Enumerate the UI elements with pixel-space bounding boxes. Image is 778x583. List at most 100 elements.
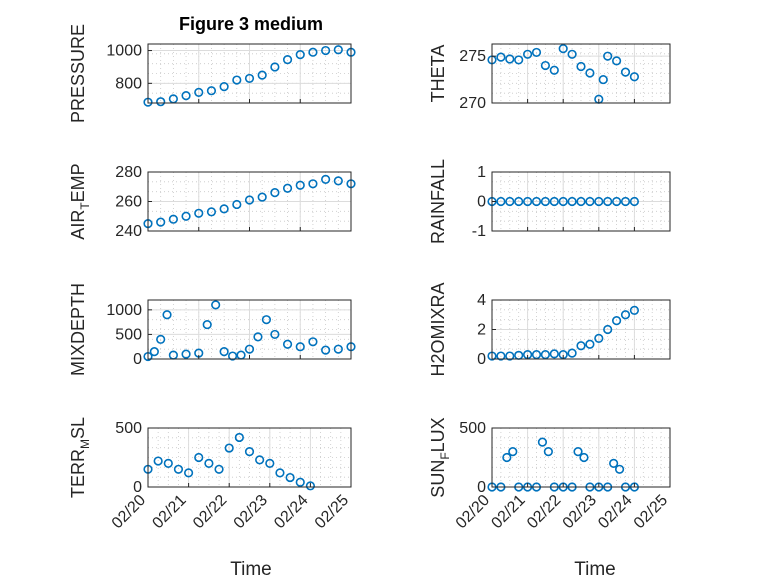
data-point	[496, 196, 506, 207]
data-point	[576, 341, 586, 351]
data-point	[522, 196, 533, 207]
y-tick-label: 1000	[106, 302, 142, 319]
data-point	[614, 464, 625, 474]
data-point	[505, 54, 515, 64]
data-point	[211, 300, 221, 310]
data-point	[156, 217, 166, 227]
data-point	[598, 74, 608, 85]
data-point	[573, 447, 583, 457]
data-point	[265, 458, 275, 469]
y-tick-label: 240	[115, 223, 142, 240]
data-point	[540, 196, 551, 207]
data-point	[153, 456, 163, 466]
data-point	[620, 196, 631, 207]
data-point	[537, 437, 548, 447]
y-axis-label-main: PRESSURE	[68, 24, 88, 123]
y-tick-label: 260	[115, 194, 142, 211]
data-point	[282, 339, 293, 349]
y-axis-label-main: TERR	[68, 449, 88, 498]
data-point	[244, 447, 255, 457]
data-point	[508, 447, 518, 457]
data-point	[594, 333, 604, 343]
data-point	[219, 347, 229, 357]
y-tick-label: 270	[459, 95, 486, 112]
data-point	[295, 180, 305, 190]
y-axis-label: PRESSURE	[68, 24, 88, 123]
data-point	[232, 75, 242, 85]
data-point	[333, 344, 343, 354]
data-point	[227, 351, 238, 361]
data-point	[540, 349, 551, 360]
axes-frame	[147, 427, 352, 488]
data-point	[321, 345, 331, 355]
y-tick-label: 500	[115, 326, 142, 343]
data-point	[244, 344, 255, 354]
x-tick-label: 02/23	[231, 492, 271, 532]
y-axis-label: AIRTEMP	[68, 163, 92, 239]
data-point	[321, 45, 331, 56]
y-tick-label: 0	[477, 479, 486, 496]
axes-background	[147, 427, 352, 488]
axes-frame	[491, 43, 671, 104]
data-point	[576, 196, 586, 207]
data-point	[202, 319, 212, 330]
x-tick-label: 02/22	[524, 492, 564, 532]
x-tick-label: 02/23	[560, 492, 600, 532]
y-axis-label-main: SUN	[428, 460, 448, 498]
data-point	[585, 68, 595, 78]
y-tick-label: 2	[477, 322, 486, 339]
data-point	[194, 452, 204, 463]
data-point	[629, 196, 640, 207]
y-axis-label-main: AIR	[68, 210, 88, 240]
y-tick-label: 1	[477, 164, 486, 181]
data-point	[163, 458, 173, 469]
data-point	[214, 464, 224, 474]
data-point	[543, 447, 553, 457]
subplot-terr-msl: 0 500 02/20 02/21 02/22 02/23 02/24 02/25 TERRMS…	[68, 417, 352, 532]
data-point	[308, 337, 318, 347]
data-point	[181, 91, 191, 101]
data-point	[234, 432, 244, 443]
y-axis-label: TERRMSL	[68, 417, 92, 498]
data-point	[204, 458, 214, 469]
data-point	[156, 334, 166, 344]
data-point	[333, 45, 343, 55]
y-tick-label: 4	[477, 292, 486, 309]
y-axis-label-main: MIXDEPTH	[68, 283, 88, 376]
data-point	[305, 481, 316, 491]
data-point	[253, 332, 263, 342]
y-tick-label: 280	[115, 164, 142, 181]
data-point	[603, 324, 613, 335]
figure-title: Figure 3 medium	[179, 14, 323, 34]
data-point	[629, 72, 640, 82]
data-point	[219, 204, 229, 214]
data-point	[206, 86, 217, 96]
data-point	[496, 52, 506, 62]
y-axis-label-rest: SL	[68, 417, 88, 439]
data-point	[232, 199, 242, 210]
data-point	[585, 196, 595, 207]
x-tick-label: 02/22	[190, 492, 230, 532]
data-point	[505, 351, 515, 361]
y-axis-label: SUNFLUX	[428, 417, 452, 497]
y-axis-label-main: RAINFALL	[428, 159, 448, 244]
data-point	[257, 70, 267, 80]
y-tick-label: 0	[133, 351, 142, 368]
y-axis-label-rest: EMP	[68, 163, 88, 202]
y-tick-label: 0	[477, 194, 486, 211]
y-axis-label-subscript: T	[78, 202, 92, 210]
y-axis-label-subscript: M	[78, 439, 92, 449]
data-point	[194, 87, 204, 97]
y-tick-label: 800	[115, 75, 142, 92]
data-point	[522, 49, 533, 59]
data-point	[270, 329, 280, 340]
data-point	[611, 196, 622, 207]
data-point	[295, 342, 305, 352]
y-axis-label-subscript: F	[438, 452, 452, 459]
y-axis-label: H2OMIXRA	[428, 282, 448, 376]
data-point	[603, 51, 613, 61]
data-point	[333, 176, 343, 186]
y-axis-label-rest: LUX	[428, 417, 448, 452]
